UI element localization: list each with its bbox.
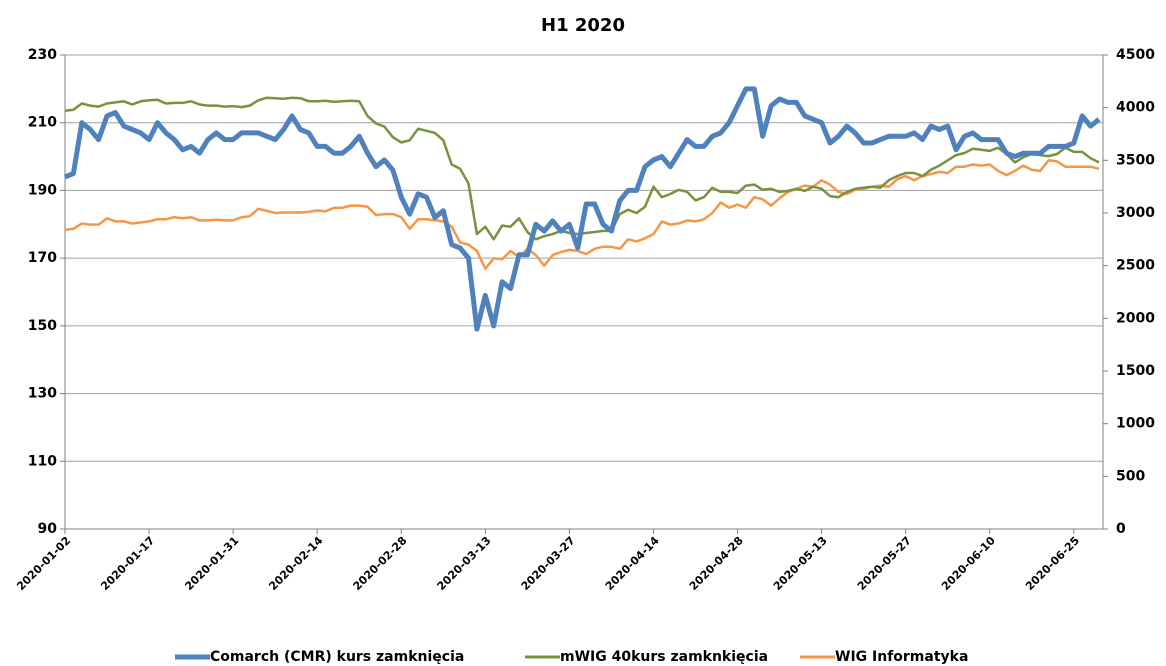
legend-label: Comarch (CMR) kurs zamknięcia <box>210 649 464 665</box>
y2-tick-label: 2500 <box>1116 258 1155 274</box>
x-tick-label: 2020-05-27 <box>855 534 914 593</box>
legend-item: mWIG 40kurs zamknkięcia <box>525 649 768 665</box>
y2-tick-label: 1000 <box>1116 416 1155 432</box>
y-tick-label: 90 <box>38 521 58 537</box>
y-tick-label: 170 <box>28 250 57 266</box>
legend-label: mWIG 40kurs zamknkięcia <box>560 649 768 665</box>
series-line <box>64 86 1101 332</box>
legend-item: WIG Informatyka <box>800 649 968 665</box>
y-tick-label: 130 <box>28 386 57 402</box>
y2-tick-label: 1500 <box>1116 363 1155 379</box>
y2-tick-label: 4000 <box>1116 100 1155 116</box>
y-tick-label: 210 <box>28 115 57 131</box>
x-tick-label: 2020-01-31 <box>182 534 241 593</box>
x-tick-label: 2020-05-13 <box>771 534 830 593</box>
x-tick-label: 2020-04-28 <box>687 534 746 593</box>
y-tick-label: 230 <box>28 47 57 63</box>
x-tick-label: 2020-02-14 <box>266 534 325 593</box>
x-tick-label: 2020-04-14 <box>603 534 662 593</box>
y2-tick-label: 3500 <box>1116 152 1155 168</box>
y-tick-label: 110 <box>28 453 57 469</box>
x-tick-label: 2020-03-27 <box>519 534 578 593</box>
x-tick-label: 2020-02-28 <box>351 534 410 593</box>
x-tick-label: 2020-03-13 <box>435 534 494 593</box>
y2-tick-label: 4500 <box>1116 47 1155 63</box>
x-tick-label: 2020-01-17 <box>98 534 157 593</box>
y2-tick-label: 0 <box>1116 521 1126 537</box>
x-tick-label: 2020-06-10 <box>939 534 998 593</box>
y-tick-label: 190 <box>28 182 57 198</box>
y-tick-label: 150 <box>28 318 57 334</box>
chart-title: H1 2020 <box>541 15 625 36</box>
series-line <box>64 159 1100 271</box>
x-tick-label: 2020-01-02 <box>14 534 73 593</box>
y2-tick-label: 2000 <box>1116 310 1155 326</box>
y2-tick-label: 500 <box>1116 468 1145 484</box>
legend-label: WIG Informatyka <box>835 649 968 665</box>
x-tick-label: 2020-06-25 <box>1023 534 1082 593</box>
legend-item: Comarch (CMR) kurs zamknięcia <box>175 649 464 665</box>
y2-tick-label: 3000 <box>1116 205 1155 221</box>
